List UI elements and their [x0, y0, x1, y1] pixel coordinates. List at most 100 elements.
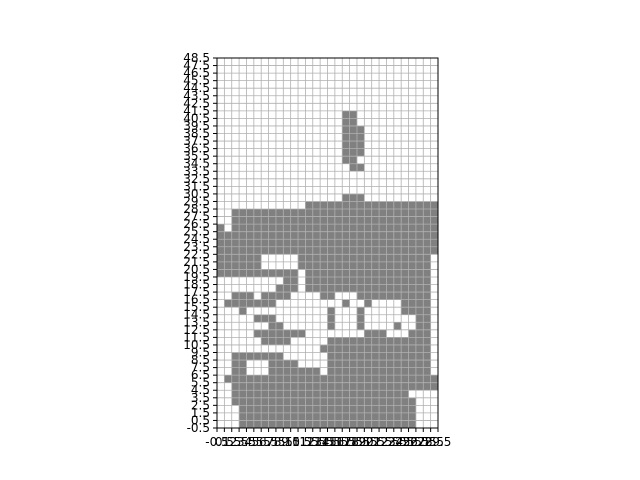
occupied-cell	[334, 209, 343, 217]
occupied-cell	[408, 216, 416, 225]
occupied-cell	[349, 193, 357, 202]
y-tick-label: 45.5	[183, 74, 210, 88]
occupied-cell	[342, 397, 350, 406]
x-tick-label: 10.5	[285, 435, 312, 449]
occupied-cell	[298, 420, 306, 428]
occupied-cell	[268, 209, 276, 217]
occupied-cell	[364, 329, 372, 338]
occupied-cell	[349, 382, 357, 391]
x-tick-label: 0.5	[215, 435, 234, 449]
occupied-cell	[349, 110, 357, 119]
occupied-cell	[320, 412, 328, 421]
occupied-cell	[408, 405, 416, 413]
occupied-cell	[334, 352, 343, 361]
occupied-cell	[415, 292, 424, 300]
y-tick-label: 40.5	[183, 111, 210, 125]
occupied-cell	[386, 390, 394, 398]
occupied-cell	[356, 412, 365, 421]
occupied-cell	[349, 118, 357, 126]
occupied-cell	[364, 201, 372, 210]
x-tick-label: 6.5	[259, 435, 278, 449]
occupied-cell	[342, 254, 350, 262]
occupied-cell	[423, 269, 431, 277]
occupied-cell	[246, 254, 254, 262]
occupied-cell	[290, 397, 299, 406]
x-tick-label: 15.5	[322, 435, 349, 449]
x-tick-label: 5.5	[252, 435, 271, 449]
occupied-cell	[364, 337, 372, 345]
occupied-cell	[364, 420, 372, 428]
y-tick-label: 1.5	[191, 406, 210, 420]
occupied-cell	[386, 254, 394, 262]
occupied-cell	[298, 390, 306, 398]
occupied-cell	[430, 224, 438, 232]
occupied-cell	[408, 307, 416, 315]
occupied-cell	[283, 375, 291, 383]
y-tick-label: 29.5	[183, 194, 210, 208]
occupied-cell	[231, 209, 240, 217]
occupied-cell	[430, 201, 438, 210]
occupied-cell	[298, 382, 306, 391]
occupied-cell	[364, 231, 372, 240]
occupied-cell	[364, 367, 372, 376]
occupied-cell	[290, 360, 299, 368]
occupied-cell	[334, 390, 343, 398]
occupied-cell	[231, 352, 240, 361]
occupied-cell	[371, 382, 380, 391]
occupied-cell	[261, 246, 269, 255]
occupied-cell	[342, 224, 350, 232]
occupied-cell	[401, 299, 409, 308]
occupied-cell	[415, 216, 424, 225]
occupied-cell	[275, 284, 284, 293]
x-tick-label: 7.5	[266, 435, 285, 449]
occupied-cell	[268, 337, 276, 345]
y-tick-label: 42.5	[183, 96, 210, 110]
occupied-cell	[401, 412, 409, 421]
y-tick-label: 43.5	[183, 89, 210, 103]
occupied-cell	[268, 412, 276, 421]
y-tick-label: 18.5	[183, 278, 210, 292]
occupied-cell	[386, 420, 394, 428]
occupied-cell	[349, 337, 357, 345]
occupied-cell	[342, 156, 350, 164]
occupied-cell	[246, 299, 254, 308]
occupied-cell	[423, 216, 431, 225]
occupied-cell	[320, 382, 328, 391]
occupied-cell	[408, 276, 416, 285]
occupied-cell	[408, 420, 416, 428]
occupied-cell	[275, 397, 284, 406]
occupied-cell	[261, 420, 269, 428]
occupied-cell	[415, 352, 424, 361]
occupied-cell	[364, 276, 372, 285]
occupied-cell	[239, 412, 247, 421]
occupied-cell	[408, 397, 416, 406]
occupied-cell	[268, 322, 276, 330]
y-tick-label: 7.5	[191, 361, 210, 375]
occupied-cell	[423, 314, 431, 323]
occupied-cell	[261, 292, 269, 300]
occupied-cell	[320, 375, 328, 383]
occupied-cell	[239, 254, 247, 262]
y-tick-label: 9.5	[191, 345, 210, 359]
occupied-cell	[239, 382, 247, 391]
occupied-cell	[393, 405, 402, 413]
occupied-cell	[356, 314, 365, 323]
occupied-cell	[401, 405, 409, 413]
occupied-cell	[268, 216, 276, 225]
occupied-cell	[408, 299, 416, 308]
occupied-cell	[349, 261, 357, 270]
occupied-cell	[231, 269, 240, 277]
occupied-cell	[283, 420, 291, 428]
occupied-cell	[327, 284, 335, 293]
occupied-cell	[364, 375, 372, 383]
occupied-cell	[253, 246, 262, 255]
occupied-cell	[393, 322, 402, 330]
occupied-cell	[364, 360, 372, 368]
occupied-cell	[275, 209, 284, 217]
occupied-cell	[334, 375, 343, 383]
occupied-cell	[253, 231, 262, 240]
occupied-cell	[327, 397, 335, 406]
occupied-cell	[253, 239, 262, 247]
occupied-cell	[371, 405, 380, 413]
